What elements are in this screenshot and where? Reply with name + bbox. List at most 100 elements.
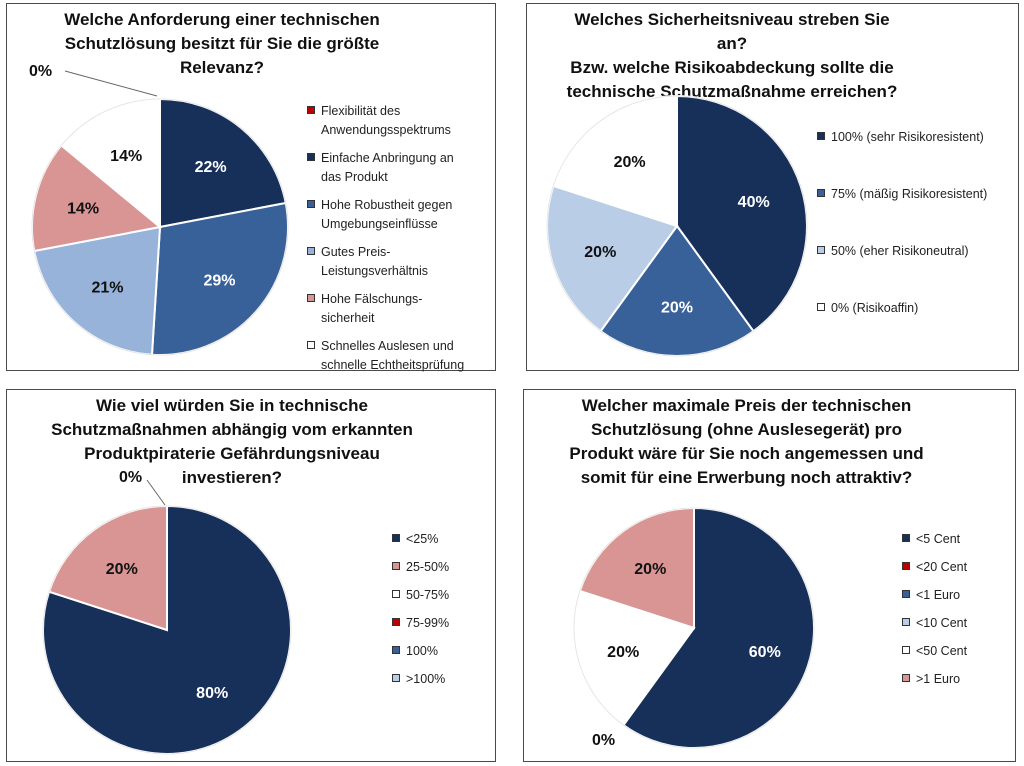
legend-label-line: <25% (406, 532, 439, 546)
legend-swatch (392, 674, 400, 682)
legend-label: <50 Cent (916, 642, 967, 661)
pie-data-label: 40% (738, 194, 770, 211)
legend-label: >1 Euro (916, 670, 960, 689)
legend-label-line: 25-50% (406, 560, 450, 574)
legend-label: 75% (mäßig Risikoresistent) (831, 185, 987, 204)
legend-item-gutes-preis-leistungsverhältnis: Gutes Preis- Leistungsverhältnis (307, 243, 493, 281)
legend-label: <5 Cent (916, 530, 960, 549)
legend-label: 100% (406, 642, 438, 661)
legend-item-25: <25% (392, 530, 492, 549)
legend-label: Einfache Anbringung an das Produkt (321, 149, 454, 187)
chart-title-line: somit für eine Erwerbung noch attraktiv? (580, 468, 913, 487)
pie-data-label: 20% (584, 244, 616, 261)
legend-label-line: <10 Cent (916, 616, 968, 630)
legend-swatch (902, 562, 910, 570)
legend-item-50-cent: <50 Cent (902, 642, 1012, 661)
legend-label: 0% (Risikoaffin) (831, 299, 918, 318)
legend-swatch (392, 534, 400, 542)
chart-title-line: Bzw. welche Risikoabdeckung sollte die (570, 58, 894, 77)
chart-title-line: Schutzlösung besitzt für Sie die größte (64, 34, 380, 53)
zero-label-leader-line (146, 479, 166, 506)
legend-label-line: Leistungsverhältnis (321, 264, 429, 278)
pie-outline (546, 95, 808, 357)
legend-label: Hohe Robustheit gegen Umgebungseinflüsse (321, 196, 452, 234)
pie-outline (573, 507, 815, 749)
legend-label-line: >100% (406, 672, 446, 686)
legend-label-line: 75-99% (406, 616, 450, 630)
legend-swatch (902, 590, 910, 598)
legend-label-line: Anwendungsspektrums (321, 123, 451, 137)
legend-swatch (817, 132, 825, 140)
zero-label-leader-line (64, 70, 158, 97)
legend-swatch (392, 646, 400, 654)
legend-item-50-75: 50-75% (392, 586, 492, 605)
legend-label-line: <20 Cent (916, 560, 968, 574)
pie-data-label: 20% (614, 154, 646, 171)
legend-item-einfache-anbringung-an-das-produkt: Einfache Anbringung an das Produkt (307, 149, 493, 187)
legend-label: 100% (sehr Risikoresistent) (831, 128, 984, 147)
legend-label-line: <1 Euro (916, 588, 961, 602)
legend-label: 50% (eher Risikoneutral) (831, 242, 969, 261)
legend-item-5-cent: <5 Cent (902, 530, 1012, 549)
legend-label-line: sicherheit (321, 311, 375, 325)
legend-label-line: Gutes Preis- (321, 245, 391, 259)
legend-label-line: Schnelles Auslesen und (321, 339, 454, 353)
pie-data-label: 14% (110, 148, 142, 165)
pie-outline (31, 98, 289, 356)
legend-swatch (902, 646, 910, 654)
legend-item-50-eher-risikoneutral: 50% (eher Risikoneutral) (817, 242, 1017, 261)
legend-label: Schnelles Auslesen und schnelle Echtheits… (321, 337, 464, 375)
legend-label-line: Hohe Fälschungs- (321, 292, 423, 306)
chart-title-line: Welche Anforderung einer technischen (64, 10, 380, 29)
pie-chart: 40% 20% 20% 20% (546, 94, 808, 357)
chart-title-line: Schutzmaßnahmen abhängig vom erkannten (51, 420, 413, 439)
chart-panel-preis: Welcher maximale Preis der technischen Sc… (523, 389, 1016, 762)
legend-label: 50-75% (406, 586, 449, 605)
legend-label-line: das Produkt (321, 170, 388, 184)
legend-label-line: Umgebungseinflüsse (321, 217, 438, 231)
legend-item-schnelles-auslesen-und-schnelle-echtheitsprüfung: Schnelles Auslesen und schnelle Echtheits… (307, 337, 493, 375)
legend-swatch (902, 618, 910, 626)
legend-item-hohe-fälschungssicherheit: Hohe Fälschungs-sicherheit (307, 290, 493, 328)
legend-swatch (392, 562, 400, 570)
legend-swatch (307, 106, 315, 114)
legend-label-line: 100% (406, 644, 438, 658)
pie-zero-label: 0% (119, 469, 142, 486)
chart-title: Wie viel würden Sie in technische Schutzm… (37, 394, 427, 490)
pie-data-label: 20% (607, 644, 639, 661)
chart-title-line: Welches Sicherheitsniveau streben Sie an… (574, 10, 890, 53)
pie-data-label: 60% (749, 644, 781, 661)
legend-label: Gutes Preis- Leistungsverhältnis (321, 243, 428, 281)
legend-label-line: 50% (eher Risikoneutral) (831, 244, 969, 258)
pie-data-label: 20% (661, 300, 693, 317)
chart-title: Welcher maximale Preis der technischen Sc… (549, 394, 944, 490)
legend-label-line: Einfache Anbringung an (321, 151, 454, 165)
legend-label-line: 0% (Risikoaffin) (831, 301, 919, 315)
legend-label: <25% (406, 530, 438, 549)
legend-label-line: 50-75% (406, 588, 450, 602)
pie-chart: 22% 29% 21% 14% 14% 0% (29, 63, 289, 356)
legend-label: Hohe Fälschungs-sicherheit (321, 290, 422, 328)
pie-data-label: 20% (106, 561, 138, 578)
chart-panel-anforderung: Welche Anforderung einer technischen Schu… (6, 3, 496, 372)
chart-panel-investition: Wie viel würden Sie in technische Schutzm… (6, 389, 496, 762)
legend-swatch (392, 618, 400, 626)
chart-title-line: Wie viel würden Sie in technische (96, 396, 368, 415)
pie-outline (42, 505, 292, 755)
legend-label-line: 75% (mäßig Risikoresistent) (831, 187, 988, 201)
legend-item-0-risikoaffin: 0% (Risikoaffin) (817, 299, 1017, 318)
legend-swatch (902, 674, 910, 682)
chart-title: Welches Sicherheitsniveau streben Sie an… (557, 8, 907, 104)
legend-swatch (817, 303, 825, 311)
legend-item-hohe-robustheit-gegen-umgebungseinflüsse: Hohe Robustheit gegen Umgebungseinflüsse (307, 196, 493, 234)
legend-swatch (307, 200, 315, 208)
pie-zero-label: 0% (29, 63, 52, 80)
legend-label-line: <50 Cent (916, 644, 968, 658)
chart-title-line: Produkt wäre für Sie noch angemessen und (569, 444, 924, 463)
legend-item-1-euro: >1 Euro (902, 670, 1012, 689)
legend-label-line: Flexibilität des (321, 104, 401, 118)
pie-data-label: 14% (67, 200, 99, 217)
legend-swatch (307, 247, 315, 255)
legend-label-line: schnelle Echtheitsprüfung (321, 358, 465, 372)
legend-swatch (817, 246, 825, 254)
